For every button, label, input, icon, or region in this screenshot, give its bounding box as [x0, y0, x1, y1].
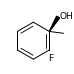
Polygon shape: [49, 16, 59, 31]
Text: F: F: [48, 54, 53, 63]
Text: OH: OH: [60, 12, 74, 21]
